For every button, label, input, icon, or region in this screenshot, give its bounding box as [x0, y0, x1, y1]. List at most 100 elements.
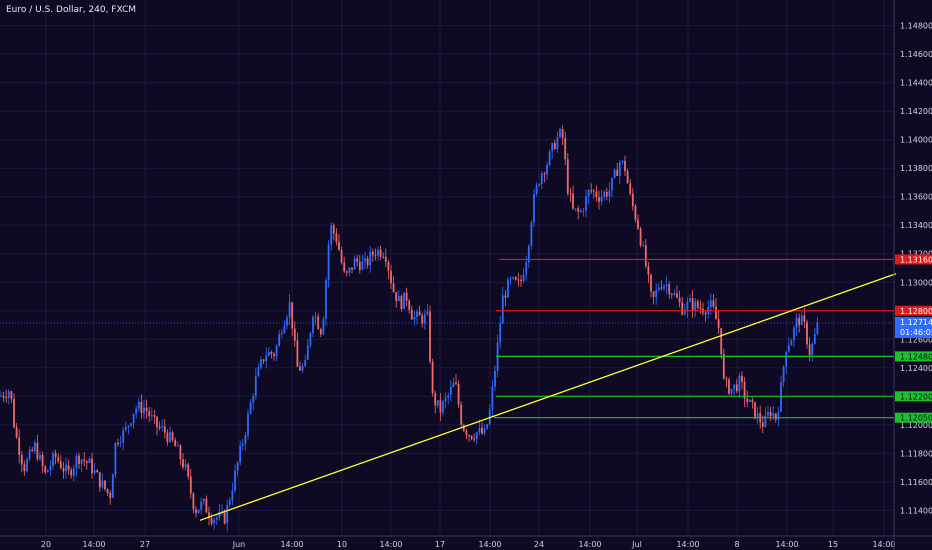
candle-down	[158, 427, 161, 429]
candle-down	[85, 461, 88, 463]
ascending-trendline[interactable]	[199, 273, 897, 521]
candle-down	[564, 138, 567, 160]
candle-up	[46, 470, 49, 473]
candle-down	[741, 375, 743, 382]
y-tick-label: 1.14600	[900, 50, 932, 59]
x-tick-label: 20	[41, 540, 51, 549]
candle-up	[221, 511, 223, 513]
candle-up	[813, 334, 816, 344]
candle-up	[730, 388, 733, 394]
candle-down	[431, 361, 434, 394]
candle-up	[247, 413, 249, 436]
candle-down	[637, 219, 639, 229]
candle-up	[491, 386, 494, 410]
trendline-layer[interactable]	[199, 273, 897, 521]
candle-down	[340, 250, 343, 263]
candle-up	[587, 190, 590, 197]
candle-up	[483, 428, 486, 434]
candle-down	[351, 267, 353, 270]
candle-down	[670, 294, 673, 296]
candle-down	[332, 225, 335, 234]
candle-down	[774, 413, 777, 420]
candle-down	[696, 301, 699, 308]
candle-down	[722, 354, 725, 379]
horizontal-levels[interactable]	[494, 258, 894, 419]
candle-up	[686, 301, 689, 310]
candle-down	[293, 328, 296, 341]
candle-down	[57, 457, 60, 462]
candle-down	[566, 159, 569, 194]
x-tick-label: 14:00	[379, 540, 402, 549]
candle-up	[525, 262, 528, 275]
candle-down	[735, 384, 738, 392]
candle-up	[49, 465, 52, 471]
candle-up	[608, 190, 611, 197]
y-tick-label: 1.13800	[900, 164, 932, 173]
candle-down	[2, 395, 5, 398]
candle-down	[639, 228, 642, 246]
candle-up	[546, 164, 548, 175]
candle-up	[0, 395, 2, 397]
candle-up	[169, 432, 171, 442]
candle-up	[436, 400, 439, 406]
candle-up	[787, 345, 790, 352]
candle-up	[811, 343, 814, 356]
candle-up	[88, 458, 91, 463]
candle-up	[52, 453, 54, 466]
y-tick-label: 1.14000	[900, 136, 932, 145]
candle-down	[182, 459, 184, 468]
candle-up	[795, 317, 798, 328]
candle-up	[618, 162, 621, 176]
candle-up	[124, 426, 127, 430]
candle-up	[512, 277, 515, 279]
candle-up	[499, 323, 502, 343]
candle-down	[44, 466, 47, 473]
candle-up	[621, 160, 624, 163]
y-tick-label: 1.11400	[900, 506, 932, 515]
candle-down	[62, 468, 65, 472]
candle-up	[556, 136, 559, 150]
x-tick-label: 27	[140, 540, 150, 549]
candle-down	[400, 295, 403, 310]
candle-down	[15, 427, 18, 438]
candle-up	[793, 327, 795, 341]
x-tick-label: 15	[828, 540, 838, 549]
candle-down	[712, 300, 715, 307]
candle-down	[439, 400, 442, 413]
candle-up	[309, 332, 312, 346]
candle-down	[148, 411, 151, 417]
price-tag-label: 1.12480	[900, 352, 932, 361]
candle-down	[83, 459, 86, 462]
candle-down	[624, 160, 626, 172]
candle-down	[561, 128, 564, 139]
candles	[0, 125, 819, 532]
candle-down	[270, 351, 273, 355]
candle-up	[733, 384, 736, 389]
candle-down	[174, 440, 177, 447]
y-tick-label: 1.12000	[900, 421, 932, 430]
candle-up	[236, 462, 239, 471]
candle-up	[530, 222, 533, 246]
x-tick-label: 24	[534, 540, 544, 549]
candle-down	[153, 415, 156, 417]
candle-down	[145, 407, 148, 412]
candle-up	[816, 323, 819, 335]
x-tick-label: 17	[435, 540, 445, 549]
candle-down	[473, 438, 476, 440]
candle-up	[80, 459, 83, 464]
candle-up	[416, 311, 418, 317]
candle-up	[184, 464, 187, 468]
candle-up	[26, 459, 28, 472]
candle-up	[585, 196, 587, 211]
candle-down	[78, 455, 80, 464]
candle-up	[325, 279, 327, 319]
candle-down	[460, 404, 463, 425]
candle-down	[520, 279, 522, 282]
candle-up	[202, 498, 205, 502]
candle-down	[605, 191, 608, 197]
candle-up	[413, 316, 416, 320]
candle-up	[509, 278, 512, 280]
